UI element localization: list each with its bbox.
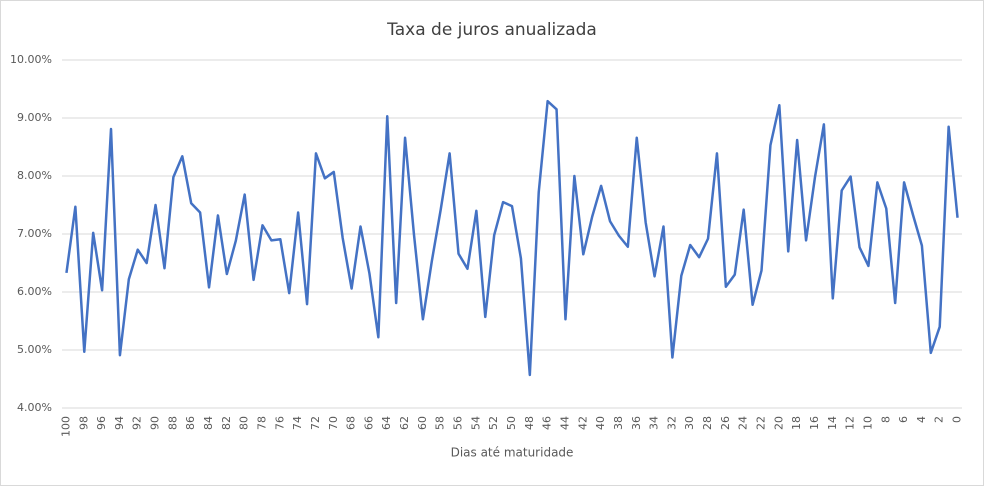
x-tick-label: 70: [327, 416, 340, 430]
x-axis-title: Dias até maturidade: [451, 446, 574, 460]
x-tick-label: 68: [345, 416, 358, 430]
x-tick-label: 32: [665, 416, 678, 430]
x-tick-label: 40: [594, 416, 607, 430]
x-tick-label: 22: [755, 416, 768, 430]
x-tick-label: 24: [737, 416, 750, 430]
x-tick-label: 34: [648, 416, 661, 430]
y-tick-label: 5.00%: [17, 343, 52, 356]
y-tick-label: 7.00%: [17, 227, 52, 240]
x-tick-label: 52: [487, 416, 500, 430]
x-tick-label: 42: [576, 416, 589, 430]
x-tick-label: 80: [238, 416, 251, 430]
x-tick-label: 30: [683, 416, 696, 430]
x-tick-label: 92: [131, 416, 144, 430]
x-tick-label: 28: [701, 416, 714, 430]
y-tick-label: 10.00%: [10, 53, 52, 66]
y-tick-label: 6.00%: [17, 285, 52, 298]
x-tick-label: 16: [808, 416, 821, 430]
line-series: [65, 99, 959, 377]
x-tick-label: 2: [933, 416, 946, 423]
x-tick-label: 26: [719, 416, 732, 430]
x-tick-label: 82: [220, 416, 233, 430]
x-tick-label: 14: [826, 416, 839, 430]
x-tick-label: 72: [309, 416, 322, 430]
x-tick-label: 100: [59, 416, 72, 437]
x-tick-label: 90: [149, 416, 162, 430]
x-tick-label: 98: [77, 416, 90, 430]
x-tick-label: 88: [166, 416, 179, 430]
x-tick-label: 50: [505, 416, 518, 430]
x-tick-label: 58: [434, 416, 447, 430]
x-tick-label: 0: [951, 416, 964, 423]
x-tick-label: 60: [416, 416, 429, 430]
x-tick-label: 84: [202, 416, 215, 430]
x-tick-label: 94: [113, 416, 126, 430]
x-tick-label: 38: [612, 416, 625, 430]
x-tick-label: 36: [630, 416, 643, 430]
x-tick-label: 54: [469, 416, 482, 430]
x-tick-label: 78: [255, 416, 268, 430]
y-tick-label: 8.00%: [17, 169, 52, 182]
x-tick-label: 10: [861, 416, 874, 430]
x-tick-label: 74: [291, 416, 304, 430]
x-tick-label: 66: [362, 416, 375, 430]
chart-title: Taxa de juros anualizada: [386, 20, 597, 40]
x-tick-label: 48: [523, 416, 536, 430]
x-tick-label: 8: [879, 416, 892, 423]
x-tick-label: 96: [95, 416, 108, 430]
x-tick-label: 46: [541, 416, 554, 430]
x-tick-label: 62: [398, 416, 411, 430]
x-tick-label: 4: [915, 416, 928, 423]
x-tick-label: 20: [772, 416, 785, 430]
y-tick-label: 9.00%: [17, 111, 52, 124]
x-tick-label: 12: [844, 416, 857, 430]
x-tick-label: 56: [452, 416, 465, 430]
x-tick-label: 86: [184, 416, 197, 430]
x-tick-label: 64: [380, 416, 393, 430]
y-tick-label: 4.00%: [17, 401, 52, 414]
x-tick-label: 18: [790, 416, 803, 430]
x-tick-label: 76: [273, 416, 286, 430]
x-tick-label: 44: [558, 416, 571, 430]
x-tick-label: 6: [897, 416, 910, 423]
